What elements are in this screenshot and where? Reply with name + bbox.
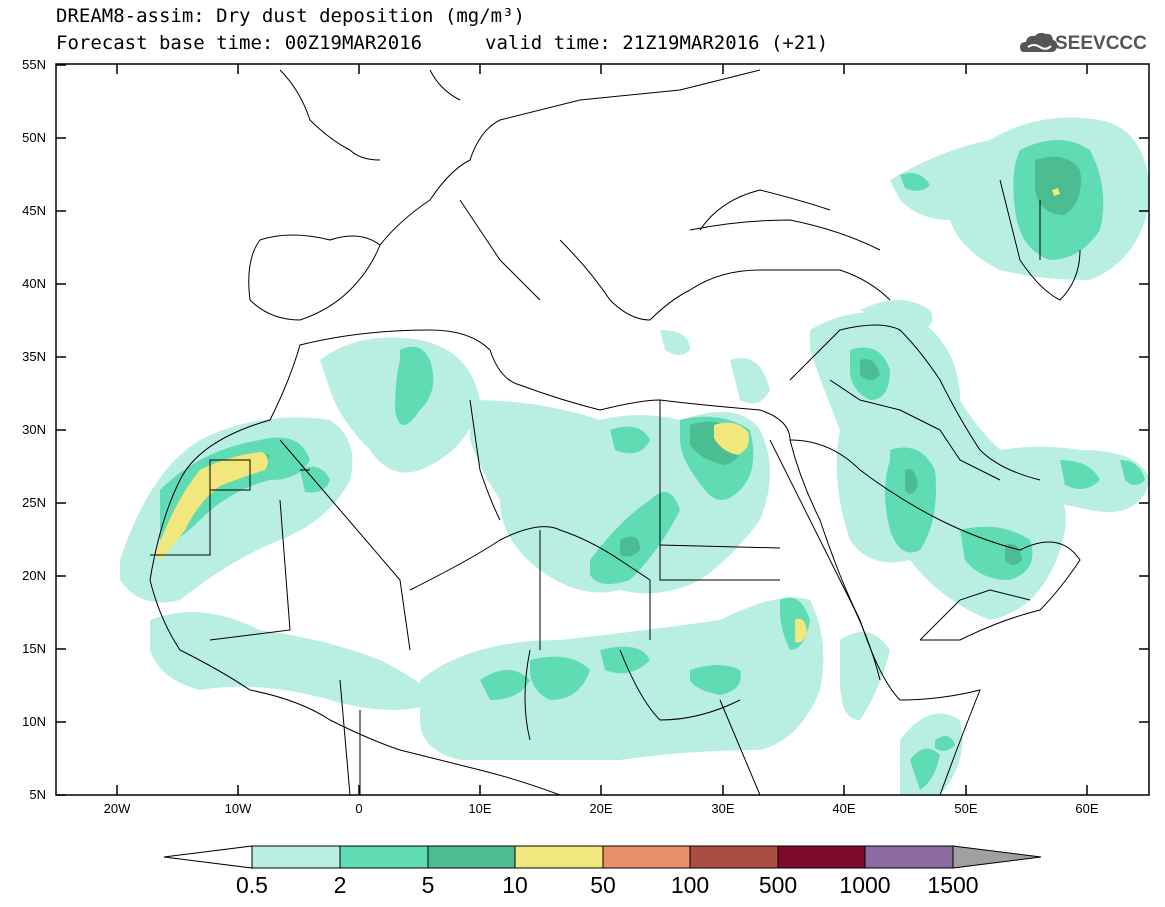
x-tick-label: 30E: [711, 801, 735, 816]
y-tick-label: 50N: [22, 130, 46, 145]
colorbar-under-arrow: [163, 845, 253, 869]
colorbar-swatch-1: [339, 845, 429, 869]
forecast-base-time: Forecast base time: 00Z19MAR2016: [56, 32, 423, 54]
y-tick-label: 5N: [29, 787, 46, 802]
x-tick-label: 20E: [589, 801, 613, 816]
x-tick-label: 0: [355, 801, 363, 816]
colorbar: [163, 845, 1042, 869]
dust-field: [120, 69, 1149, 795]
colorbar-label: 1500: [927, 872, 979, 898]
colorbar-label: 50: [590, 872, 616, 898]
colorbar-swatch-7: [864, 845, 954, 869]
y-tick-label: 55N: [22, 57, 46, 72]
map-title: DREAM8-assim: Dry dust deposition (mg/m³…: [56, 5, 525, 27]
y-tick-marks: [56, 64, 1149, 796]
colorbar-label: 5: [421, 872, 435, 898]
x-tick-label: 50E: [954, 801, 978, 816]
colorbar-swatch-0: [251, 845, 341, 869]
y-tick-label: 15N: [22, 641, 46, 656]
y-tick-label: 40N: [22, 276, 46, 291]
x-tick-label: 40E: [832, 801, 856, 816]
cloud-logo-icon: [1020, 32, 1058, 52]
x-tick-label: 20W: [103, 801, 131, 816]
colorbar-swatch-3: [514, 845, 604, 869]
colorbar-label: 10: [502, 872, 528, 898]
y-tick-label: 30N: [22, 422, 46, 437]
colorbar-swatch-4: [602, 845, 691, 869]
y-tick-label: 10N: [22, 714, 46, 729]
colorbar-swatch-6: [777, 845, 866, 869]
colorbar-swatch-5: [689, 845, 779, 869]
valid-time: valid time: 21Z19MAR2016 (+21): [485, 32, 829, 54]
y-tick-label: 45N: [22, 203, 46, 218]
logo-text: SEEVCCC: [1055, 33, 1147, 54]
y-tick-label: 25N: [22, 495, 46, 510]
colorbar-label: 500: [758, 872, 798, 898]
colorbar-over-arrow: [952, 845, 1042, 869]
colorbar-label: 100: [670, 872, 710, 898]
colorbar-swatch-2: [427, 845, 516, 869]
x-tick-label: 60E: [1075, 801, 1099, 816]
y-tick-label: 20N: [22, 568, 46, 583]
colorbar-label: 2: [333, 872, 347, 898]
x-tick-label: 10W: [224, 801, 252, 816]
y-tick-label: 35N: [22, 349, 46, 364]
colorbar-label: 1000: [839, 872, 891, 898]
x-tick-label: 10E: [468, 801, 492, 816]
colorbar-label: 0.5: [236, 872, 268, 898]
x-tick-marks: [116, 64, 1088, 795]
